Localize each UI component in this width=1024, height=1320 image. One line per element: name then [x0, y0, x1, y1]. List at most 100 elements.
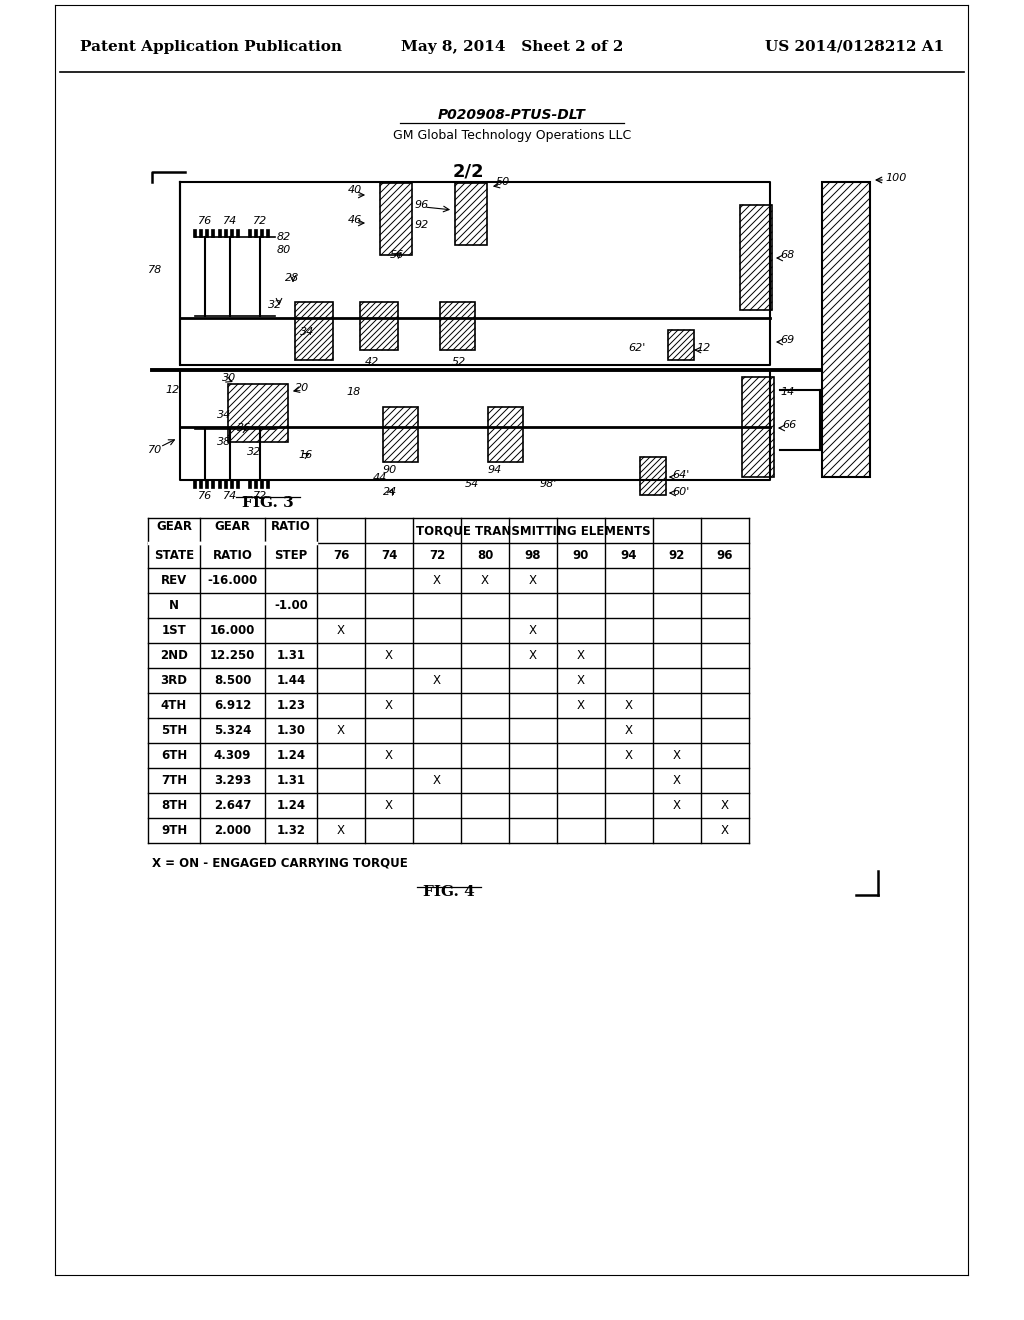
Text: 1.30: 1.30	[276, 723, 305, 737]
Bar	[199, 228, 202, 238]
Bar	[266, 480, 269, 488]
Text: X: X	[673, 774, 681, 787]
Text: US 2014/0128212 A1: US 2014/0128212 A1	[765, 40, 944, 54]
Bar	[230, 480, 233, 488]
Bar	[380, 183, 412, 255]
Text: 1ST: 1ST	[162, 624, 186, 638]
Text: STATE: STATE	[154, 549, 195, 562]
Bar	[260, 480, 263, 488]
Text: 1.31: 1.31	[276, 649, 305, 663]
Text: X: X	[481, 574, 489, 587]
Bar	[383, 407, 418, 462]
Text: X: X	[721, 824, 729, 837]
Bar	[440, 302, 475, 350]
Text: 78: 78	[148, 265, 162, 275]
Text: X: X	[577, 700, 585, 711]
Text: 1.23: 1.23	[276, 700, 305, 711]
Text: 14: 14	[780, 387, 795, 397]
Bar	[211, 480, 214, 488]
Text: 50: 50	[496, 177, 510, 187]
Text: X: X	[673, 799, 681, 812]
Text: 74: 74	[223, 216, 238, 226]
Text: 64': 64'	[672, 470, 689, 480]
Text: X = ON - ENGAGED CARRYING TORQUE: X = ON - ENGAGED CARRYING TORQUE	[152, 857, 408, 870]
Text: X: X	[673, 748, 681, 762]
Text: X: X	[385, 748, 393, 762]
Text: 46: 46	[348, 215, 362, 224]
Text: 2ND: 2ND	[160, 649, 188, 663]
Text: 6TH: 6TH	[161, 748, 187, 762]
Text: 7TH: 7TH	[161, 774, 187, 787]
Text: X: X	[529, 649, 537, 663]
Text: 92: 92	[415, 220, 429, 230]
Text: X: X	[337, 624, 345, 638]
Text: GEAR: GEAR	[156, 520, 193, 533]
Text: 100: 100	[885, 173, 906, 183]
Bar	[218, 480, 221, 488]
Text: 76: 76	[333, 549, 349, 562]
Bar	[266, 228, 269, 238]
Text: -16.000: -16.000	[208, 574, 258, 587]
Text: 12: 12	[696, 343, 711, 352]
Text: 76: 76	[198, 216, 212, 226]
Text: 4TH: 4TH	[161, 700, 187, 711]
Bar	[236, 480, 239, 488]
Text: 56: 56	[390, 249, 404, 260]
Text: 82: 82	[278, 232, 291, 242]
Text: FIG. 4: FIG. 4	[423, 884, 474, 899]
Text: TORQUE TRANSMITTING ELEMENTS: TORQUE TRANSMITTING ELEMENTS	[416, 524, 650, 537]
Text: 68: 68	[780, 249, 795, 260]
Text: 1.24: 1.24	[276, 799, 305, 812]
Bar	[205, 480, 208, 488]
Text: 69: 69	[780, 335, 795, 345]
Text: 18: 18	[346, 387, 360, 397]
Bar	[640, 457, 666, 495]
Bar	[224, 228, 227, 238]
Text: 1.31: 1.31	[276, 774, 305, 787]
Bar	[218, 228, 221, 238]
Text: 32: 32	[247, 447, 261, 457]
Text: 2.647: 2.647	[214, 799, 251, 812]
Bar	[205, 228, 208, 238]
Bar	[248, 480, 251, 488]
Text: 20: 20	[295, 383, 309, 393]
Text: 94: 94	[488, 465, 502, 475]
Text: 96: 96	[717, 549, 733, 562]
Text: Patent Application Publication: Patent Application Publication	[80, 40, 342, 54]
Text: 12.250: 12.250	[210, 649, 255, 663]
Text: 72: 72	[253, 491, 267, 502]
Text: REV: REV	[161, 574, 187, 587]
Text: X: X	[625, 748, 633, 762]
Bar	[455, 183, 487, 246]
Text: GM Global Technology Operations LLC: GM Global Technology Operations LLC	[393, 128, 631, 141]
Text: STEP: STEP	[274, 549, 307, 562]
Text: X: X	[385, 799, 393, 812]
Bar	[199, 480, 202, 488]
Text: 8TH: 8TH	[161, 799, 187, 812]
Bar	[228, 384, 288, 442]
Text: X: X	[529, 574, 537, 587]
Text: 72: 72	[253, 216, 267, 226]
Text: 24: 24	[383, 487, 397, 498]
Text: 2/2: 2/2	[453, 162, 483, 181]
Text: X: X	[577, 675, 585, 686]
Bar	[488, 407, 523, 462]
Text: X: X	[529, 624, 537, 638]
Text: 1.44: 1.44	[276, 675, 305, 686]
Bar	[295, 302, 333, 360]
Text: FIG. 3: FIG. 3	[242, 496, 294, 510]
Bar	[668, 330, 694, 360]
Text: X: X	[385, 700, 393, 711]
Text: 38: 38	[217, 437, 231, 447]
Text: X: X	[433, 574, 441, 587]
Text: 80: 80	[278, 246, 291, 255]
Text: 5.324: 5.324	[214, 723, 251, 737]
Text: 52: 52	[452, 356, 466, 367]
Text: 94: 94	[621, 549, 637, 562]
Text: 60': 60'	[672, 487, 689, 498]
Bar	[254, 480, 257, 488]
Text: 96: 96	[415, 201, 429, 210]
Bar	[224, 480, 227, 488]
Text: X: X	[625, 700, 633, 711]
Text: 32: 32	[268, 300, 283, 310]
